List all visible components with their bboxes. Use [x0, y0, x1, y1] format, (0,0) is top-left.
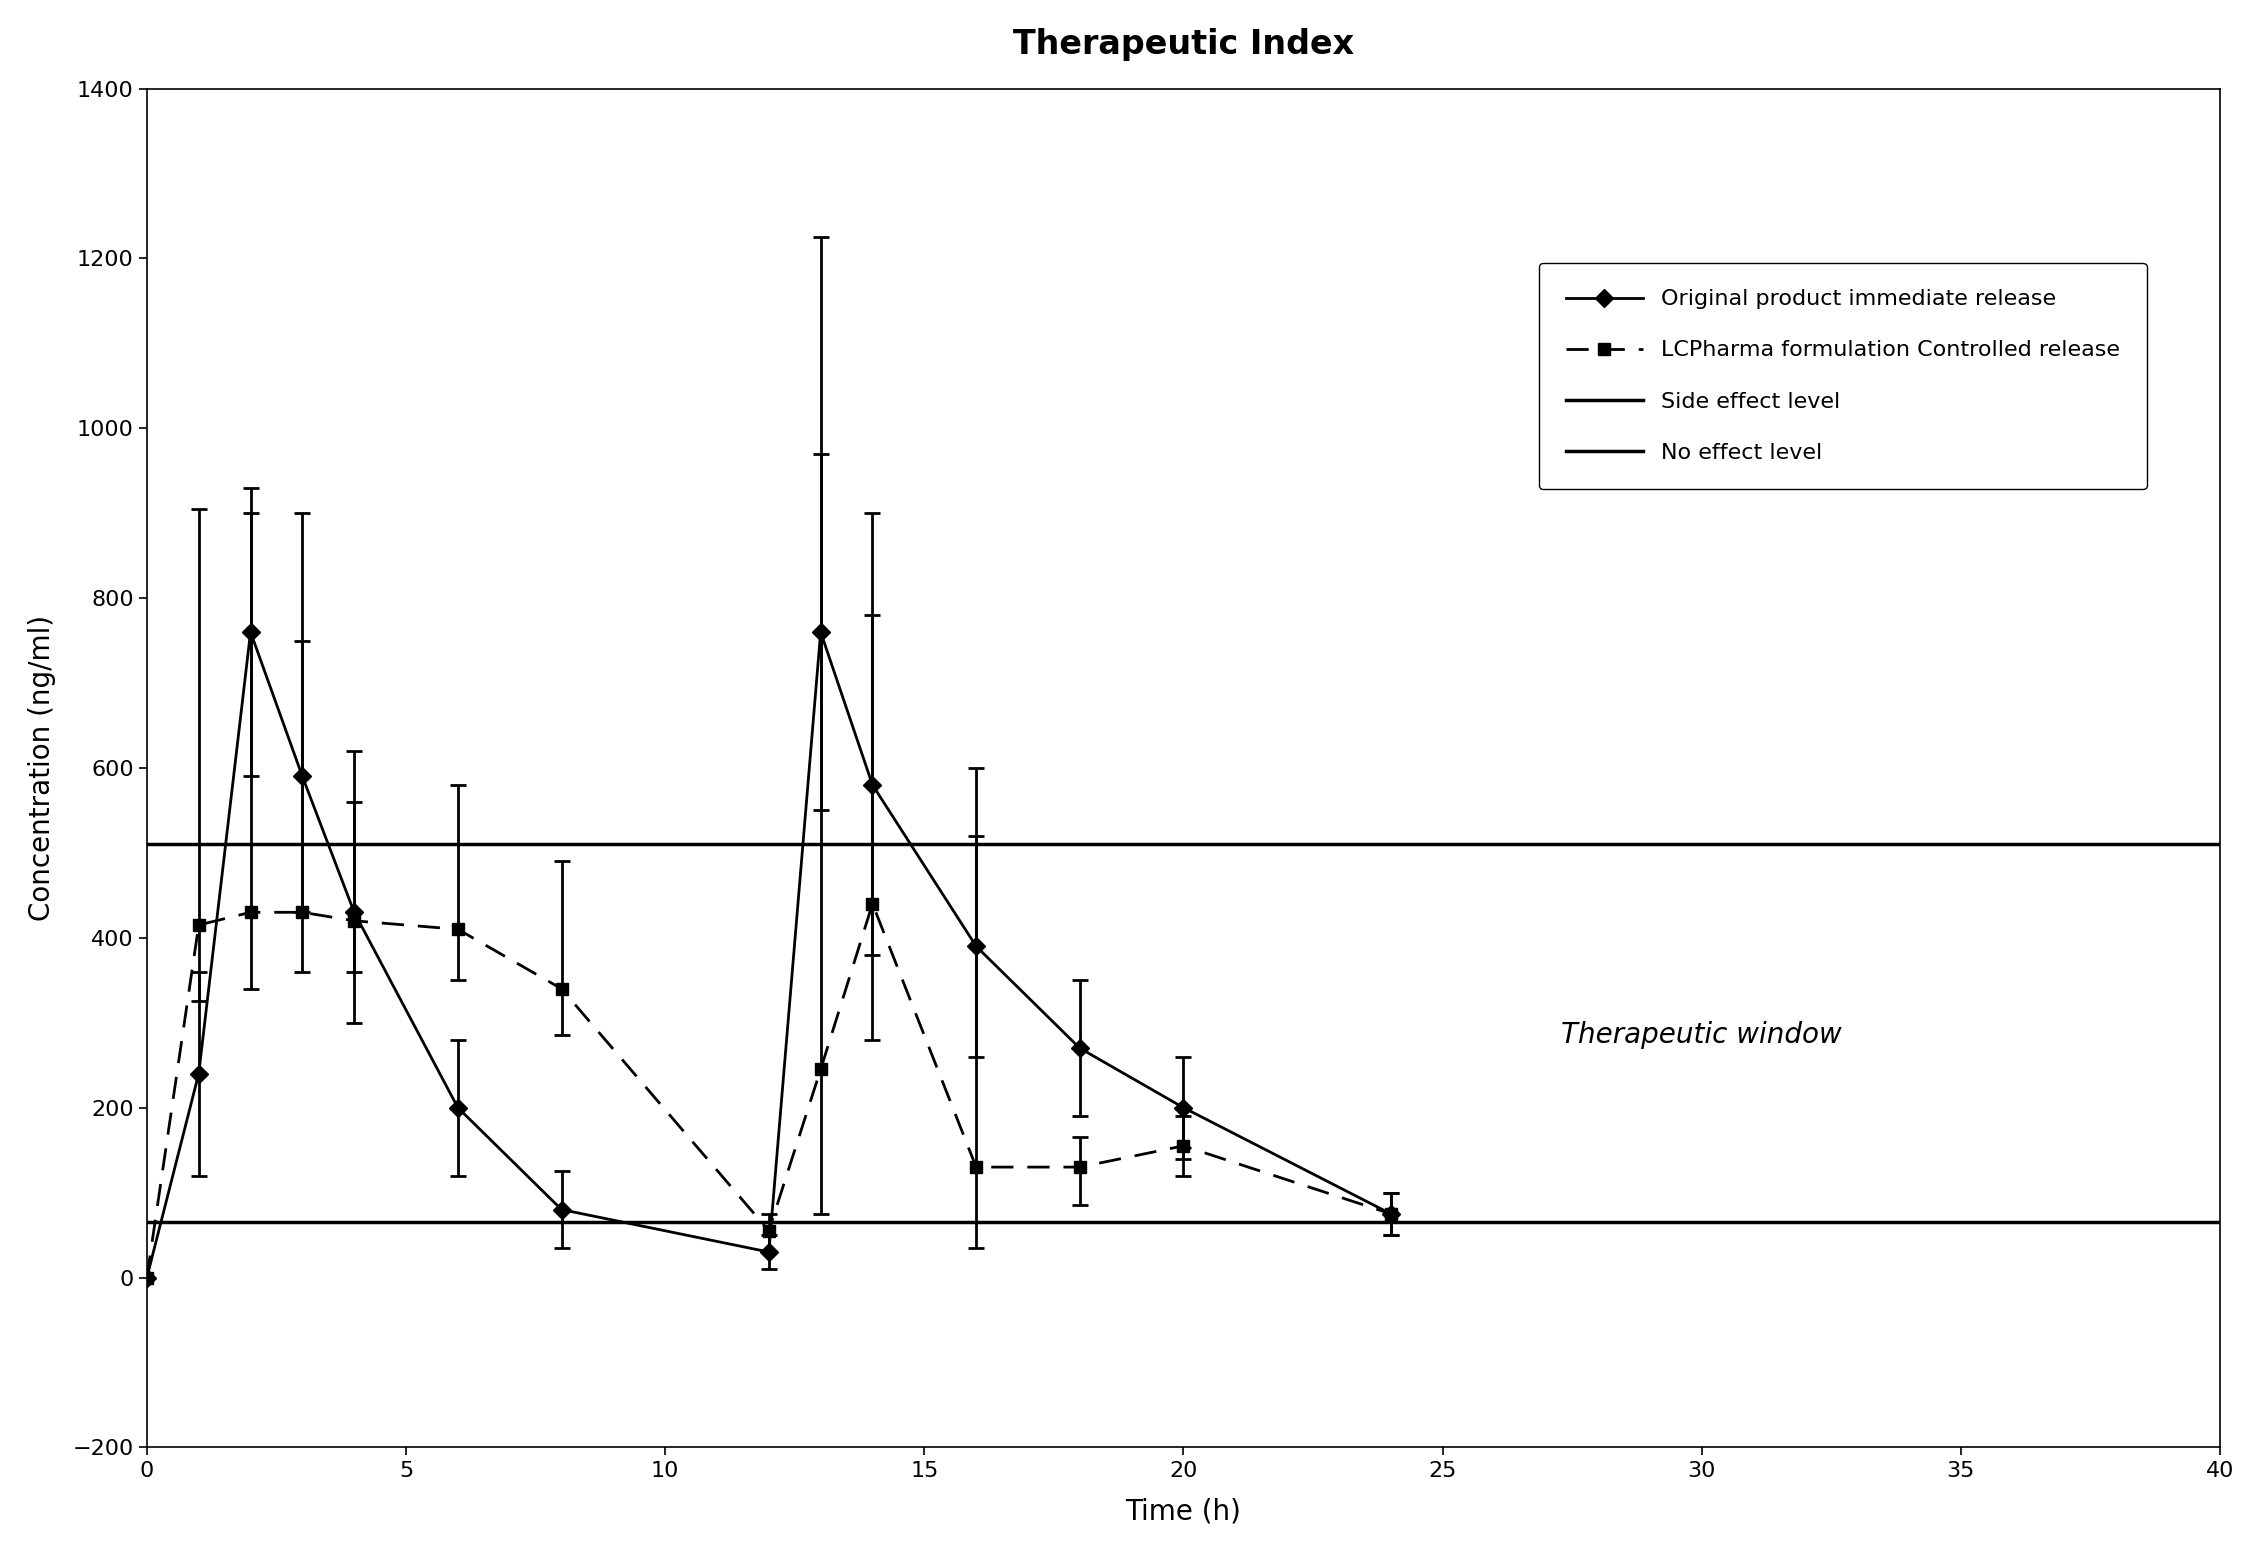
Original product immediate release — [964, 936, 991, 955]
LCPharma formulation Controlled release — [808, 1061, 835, 1079]
LCPharma formulation Controlled release — [342, 912, 369, 930]
LCPharma formulation Controlled release — [185, 916, 213, 935]
Original product immediate release — [1065, 1039, 1093, 1058]
Original product immediate release — [290, 767, 317, 786]
Original product immediate release — [1169, 1098, 1197, 1117]
LCPharma formulation Controlled release — [290, 902, 317, 921]
Original product immediate release — [547, 1200, 575, 1219]
LCPharma formulation Controlled release — [1169, 1137, 1197, 1155]
Original product immediate release — [756, 1242, 783, 1261]
Original product immediate release — [808, 623, 835, 641]
Legend: Original product immediate release, LCPharma formulation Controlled release, Sid: Original product immediate release, LCPh… — [1538, 262, 2147, 489]
LCPharma formulation Controlled release — [756, 1222, 783, 1241]
Original product immediate release — [443, 1098, 470, 1117]
LCPharma formulation Controlled release — [547, 980, 575, 999]
Line: LCPharma formulation Controlled release: LCPharma formulation Controlled release — [140, 898, 1398, 1284]
LCPharma formulation Controlled release — [860, 895, 887, 913]
Line: Original product immediate release: Original product immediate release — [140, 626, 1398, 1284]
LCPharma formulation Controlled release — [1378, 1205, 1405, 1224]
Original product immediate release — [238, 623, 265, 641]
Y-axis label: Concentration (ng/ml): Concentration (ng/ml) — [27, 615, 57, 921]
LCPharma formulation Controlled release — [133, 1269, 161, 1287]
LCPharma formulation Controlled release — [964, 1159, 991, 1177]
LCPharma formulation Controlled release — [443, 919, 470, 938]
LCPharma formulation Controlled release — [238, 902, 265, 921]
X-axis label: Time (h): Time (h) — [1126, 1497, 1242, 1525]
Text: Therapeutic window: Therapeutic window — [1561, 1022, 1841, 1050]
Original product immediate release — [133, 1269, 161, 1287]
LCPharma formulation Controlled release — [1065, 1159, 1093, 1177]
Original product immediate release — [860, 775, 887, 794]
Title: Therapeutic Index: Therapeutic Index — [1013, 28, 1355, 61]
Original product immediate release — [185, 1064, 213, 1082]
Original product immediate release — [342, 902, 369, 921]
Original product immediate release — [1378, 1205, 1405, 1224]
